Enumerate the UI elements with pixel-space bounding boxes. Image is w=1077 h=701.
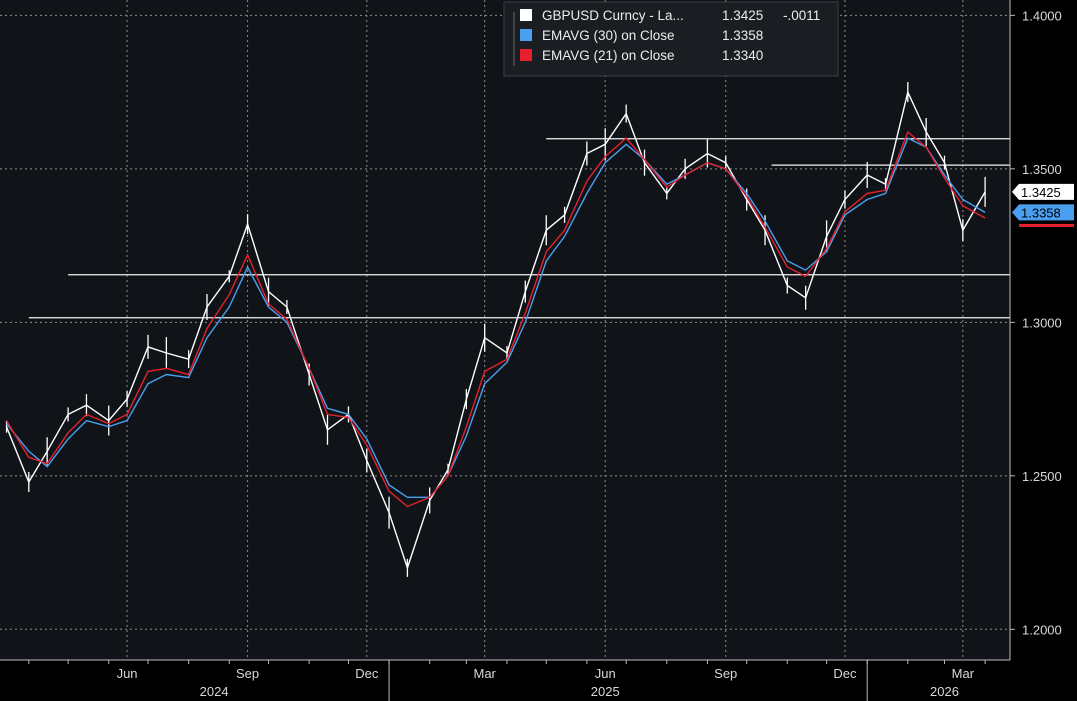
legend: GBPUSD Curncy - La... 1.3425 -.0011 EMAVG (… — [503, 1, 839, 77]
x-month-label: Sep — [236, 666, 259, 681]
price-line — [5, 89, 986, 571]
legend-change: -.0011 — [783, 8, 820, 23]
plot-area — [0, 0, 1010, 660]
series-2 — [5, 130, 986, 508]
x-month-label: Sep — [714, 666, 737, 681]
legend-swatch — [520, 29, 532, 41]
x-month-label: Dec — [833, 666, 857, 681]
legend-box — [503, 1, 839, 77]
legend-item: GBPUSD Curncy - La... 1.3425 -.0011 — [520, 8, 820, 23]
legend-value: 1.3425 — [722, 8, 763, 23]
series-1 — [5, 137, 986, 498]
x-year-label: 2026 — [930, 684, 959, 699]
last-value-badge — [1012, 183, 1074, 200]
y-tick-label: 1.2500 — [1022, 469, 1062, 484]
y-tick-label: 1.2000 — [1022, 622, 1062, 637]
legend-swatch — [520, 9, 532, 21]
last-value-text: 1.3358 — [1021, 205, 1061, 220]
x-month-label: Dec — [355, 666, 379, 681]
last-value-label: 1.3358 — [1012, 204, 1074, 221]
legend-value: 1.3340 — [722, 48, 763, 63]
x-month-label: Mar — [952, 666, 975, 681]
y-tick-label: 1.3000 — [1022, 315, 1062, 330]
series-0 — [5, 82, 986, 577]
ema30-line — [5, 137, 986, 498]
y-tick-label: 1.3500 — [1022, 162, 1062, 177]
last-value-labels: 1.3425 1.3358 — [1012, 183, 1074, 227]
legend-label: EMAVG (21) on Close — [542, 48, 675, 63]
legend-swatch — [520, 49, 532, 61]
grid-lines — [0, 0, 1010, 660]
legend-item: EMAVG (30) on Close 1.3358 — [520, 28, 763, 43]
last-value-text: 1.3425 — [1021, 185, 1061, 200]
legend-label: EMAVG (30) on Close — [542, 28, 675, 43]
legend-label: GBPUSD Curncy - La... — [542, 8, 684, 23]
legend-item: EMAVG (21) on Close 1.3340 — [520, 48, 763, 63]
last-value-badge — [1012, 204, 1074, 221]
x-month-label: Jun — [117, 666, 138, 681]
x-month-label: Jun — [595, 666, 616, 681]
y-tick-label: 1.4000 — [1022, 8, 1062, 23]
x-year-label: 2025 — [591, 684, 620, 699]
legend-value: 1.3358 — [722, 28, 763, 43]
last-value-label: 1.3425 — [1012, 183, 1074, 200]
ema21-marker — [1019, 223, 1074, 227]
series-lines — [5, 82, 986, 577]
x-year-label: 2024 — [200, 684, 229, 699]
ema21-line — [5, 130, 986, 508]
x-month-label: Mar — [473, 666, 496, 681]
